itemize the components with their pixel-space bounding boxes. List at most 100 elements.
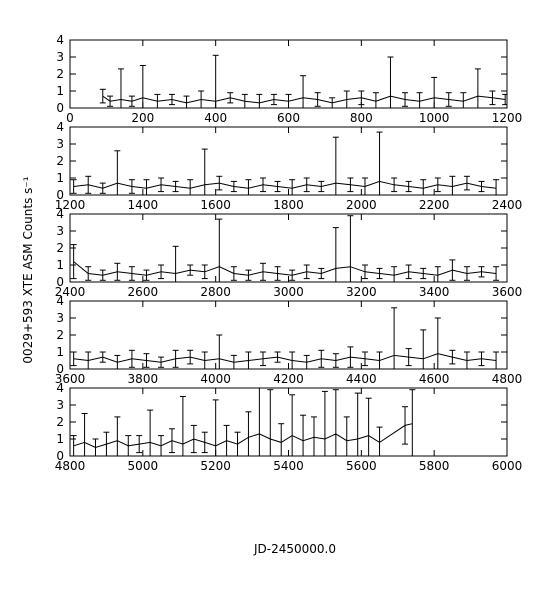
error-bar bbox=[201, 431, 208, 454]
error-bar bbox=[260, 262, 267, 281]
x-tick-label: 4600 bbox=[419, 372, 450, 386]
error-bar bbox=[343, 90, 350, 108]
error-bar bbox=[270, 93, 277, 106]
x-tick-label: 5800 bbox=[419, 459, 450, 473]
error-bar bbox=[420, 179, 427, 195]
error-bar bbox=[114, 416, 121, 456]
error-bar bbox=[139, 65, 146, 108]
error-bar bbox=[81, 413, 88, 456]
error-bar bbox=[227, 92, 234, 104]
x-tick-label: 2600 bbox=[128, 285, 159, 299]
error-bar bbox=[258, 388, 260, 456]
x-tick-label: 1200 bbox=[55, 198, 86, 212]
error-bar bbox=[321, 390, 328, 456]
x-tick-label: 3000 bbox=[273, 285, 304, 299]
error-bar bbox=[70, 244, 77, 280]
error-bar bbox=[260, 351, 267, 367]
y-tick-label: 2 bbox=[56, 241, 64, 255]
series bbox=[70, 307, 500, 369]
error-bar bbox=[190, 424, 197, 454]
error-bar bbox=[70, 179, 77, 194]
y-tick-label: 4 bbox=[56, 33, 64, 47]
error-bar bbox=[376, 351, 383, 369]
y-tick-label: 0 bbox=[56, 275, 64, 289]
error-bar bbox=[128, 266, 135, 281]
error-bar bbox=[318, 180, 325, 193]
error-bar bbox=[405, 180, 412, 193]
x-tick-label: 1000 bbox=[419, 111, 450, 125]
error-bar bbox=[198, 90, 205, 108]
y-tick-label: 3 bbox=[56, 50, 64, 64]
error-bar bbox=[99, 351, 106, 363]
x-tick-label: 1400 bbox=[128, 198, 159, 212]
error-bar bbox=[489, 90, 496, 106]
error-bar bbox=[463, 175, 470, 191]
error-bar bbox=[128, 179, 135, 194]
x-tick-label: 5400 bbox=[273, 459, 304, 473]
error-bar bbox=[234, 431, 241, 456]
x-tick-label: 2000 bbox=[346, 198, 377, 212]
x-tick-label: 3200 bbox=[346, 285, 377, 299]
error-bar bbox=[365, 397, 372, 456]
y-tick-label: 1 bbox=[56, 171, 64, 185]
error-bar bbox=[493, 179, 500, 195]
error-bar bbox=[314, 92, 321, 107]
error-bar bbox=[434, 266, 441, 282]
error-bar bbox=[289, 394, 296, 456]
error-bar bbox=[158, 356, 165, 368]
error-bar bbox=[158, 435, 165, 456]
x-tick-label: 3600 bbox=[492, 285, 523, 299]
error-bar bbox=[117, 68, 124, 108]
error-bar bbox=[260, 177, 267, 193]
error-bar bbox=[431, 76, 438, 108]
error-bar bbox=[183, 95, 190, 108]
light-curve-line bbox=[73, 180, 497, 189]
error-bar bbox=[289, 269, 296, 281]
error-bar bbox=[103, 431, 110, 456]
error-bar bbox=[343, 416, 350, 456]
error-bar bbox=[434, 177, 441, 193]
error-bar bbox=[300, 75, 307, 108]
error-bar bbox=[216, 334, 223, 369]
error-bar bbox=[245, 411, 252, 456]
error-bar bbox=[223, 424, 230, 456]
error-bar bbox=[241, 93, 248, 108]
error-bar bbox=[212, 399, 219, 456]
x-tick-label: 600 bbox=[277, 111, 300, 125]
error-bar bbox=[332, 353, 339, 368]
y-tick-label: 3 bbox=[56, 311, 64, 325]
error-bar bbox=[168, 428, 175, 454]
series bbox=[70, 388, 416, 456]
error-bar bbox=[332, 389, 339, 456]
x-tick-label: 1600 bbox=[200, 198, 231, 212]
error-bar bbox=[274, 266, 281, 281]
error-bar bbox=[449, 349, 456, 365]
error-bar bbox=[285, 93, 292, 108]
error-bar bbox=[289, 351, 296, 369]
x-tick-label: 4800 bbox=[55, 459, 86, 473]
error-bar bbox=[460, 92, 467, 108]
y-tick-label: 3 bbox=[56, 137, 64, 151]
y-tick-label: 4 bbox=[56, 207, 64, 221]
error-bar bbox=[303, 177, 310, 193]
error-bar bbox=[347, 215, 354, 282]
error-bar bbox=[216, 218, 223, 282]
error-bar bbox=[128, 349, 135, 368]
error-bar bbox=[143, 179, 150, 195]
error-bar bbox=[158, 177, 165, 193]
error-bar bbox=[478, 351, 485, 367]
x-tick-label: 200 bbox=[131, 111, 154, 125]
y-tick-label: 0 bbox=[56, 449, 64, 463]
error-bar bbox=[245, 179, 252, 195]
error-bar bbox=[128, 95, 135, 107]
error-bar bbox=[267, 389, 274, 456]
error-bar bbox=[143, 353, 150, 368]
error-bar bbox=[300, 414, 307, 456]
error-bar bbox=[154, 93, 161, 108]
error-bar bbox=[376, 426, 383, 456]
light-curve-line bbox=[102, 95, 506, 104]
y-tick-label: 1 bbox=[56, 345, 64, 359]
error-bar bbox=[99, 269, 106, 281]
x-tick-label: 2400 bbox=[55, 285, 86, 299]
y-tick-label: 2 bbox=[56, 67, 64, 81]
